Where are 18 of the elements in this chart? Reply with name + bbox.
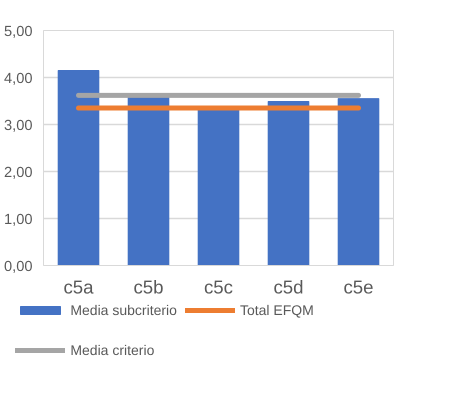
legend-label: Media subcriterio xyxy=(70,302,177,318)
bar xyxy=(268,100,310,266)
y-tick-label: 3,00 xyxy=(4,118,33,134)
y-tick-label: 1,00 xyxy=(4,212,33,228)
legend-label: Media criterio xyxy=(70,342,154,358)
y-tick-label: 2,00 xyxy=(4,165,33,181)
x-tick-label: c5e xyxy=(343,276,374,298)
bar xyxy=(128,97,170,266)
y-tick-label: 5,00 xyxy=(4,24,33,40)
y-tick-label: 0,00 xyxy=(4,259,33,275)
legend-label: Total EFQM xyxy=(240,302,314,318)
x-tick-label: c5a xyxy=(63,276,94,298)
x-tick-label: c5d xyxy=(273,276,304,298)
x-tick-label: c5c xyxy=(204,276,234,298)
bar xyxy=(58,70,100,266)
y-tick-label: 4,00 xyxy=(4,71,33,87)
bar xyxy=(338,98,380,266)
x-tick-label: c5b xyxy=(133,276,164,298)
